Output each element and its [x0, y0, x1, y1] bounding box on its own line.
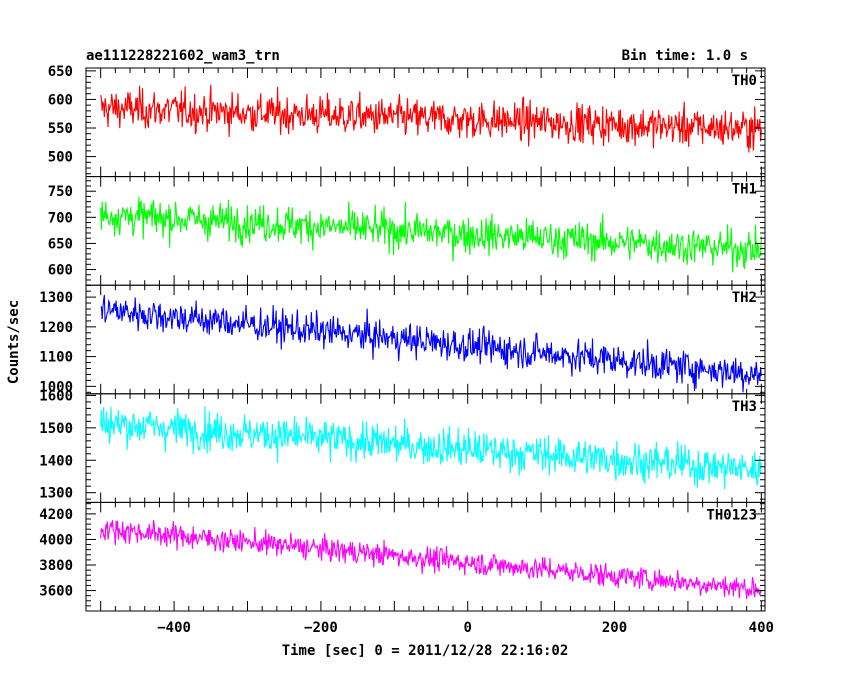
bin-time-label: Bin time: 1.0 s: [622, 48, 748, 64]
x-tick-label: 200: [602, 620, 627, 636]
x-tick-label: −400: [157, 620, 191, 636]
series-line-th3: [100, 406, 762, 490]
y-tick-label: 500: [48, 150, 73, 166]
y-tick-label: 1200: [39, 320, 73, 336]
y-tick-label: 1500: [39, 421, 73, 437]
y-tick-label: 3600: [39, 584, 73, 600]
series-line-th2: [100, 294, 762, 393]
panel-label-th0123: TH0123: [706, 507, 757, 523]
y-tick-label: 4000: [39, 532, 73, 548]
panel-label-th2: TH2: [732, 290, 757, 306]
y-tick-label: 1600: [39, 388, 73, 404]
panels-group: 500 550 600 650 TH0 600 650 700 750 TH1 1000 1100 12…: [39, 64, 774, 636]
series-line-th0123: [100, 520, 762, 600]
y-tick-label: 750: [48, 184, 73, 200]
y-tick-label: 3800: [39, 558, 73, 574]
y-axis-title: Counts/sec: [6, 300, 22, 384]
x-tick-label: 0: [463, 620, 471, 636]
y-tick-label: 650: [48, 64, 73, 80]
y-tick-label: 700: [48, 210, 73, 226]
y-tick-label: 600: [48, 92, 73, 108]
y-tick-label: 1300: [39, 486, 73, 502]
panel-frame: [85, 501, 766, 612]
y-tick-label: 1400: [39, 453, 73, 469]
y-tick-label: 550: [48, 121, 73, 137]
x-tick-label: 400: [749, 620, 774, 636]
y-tick-label: 1000: [39, 379, 73, 395]
y-tick-label: 1300: [39, 290, 73, 306]
y-tick-label: 4200: [39, 507, 73, 523]
panel-frame: [85, 284, 766, 395]
x-tick-label: −200: [304, 620, 338, 636]
panel-label-th0: TH0: [732, 73, 757, 89]
y-tick-label: 1100: [39, 350, 73, 366]
series-line-th0: [100, 84, 762, 153]
panel-label-th3: TH3: [732, 399, 757, 415]
x-axis-title: Time [sec] 0 = 2011/12/28 22:16:02: [282, 643, 569, 659]
series-line-th1: [100, 196, 762, 273]
plot-title: ae111228221602_wam3_trn: [86, 48, 280, 64]
y-tick-label: 600: [48, 263, 73, 279]
y-tick-label: 650: [48, 236, 73, 252]
panel-label-th1: TH1: [732, 182, 757, 198]
